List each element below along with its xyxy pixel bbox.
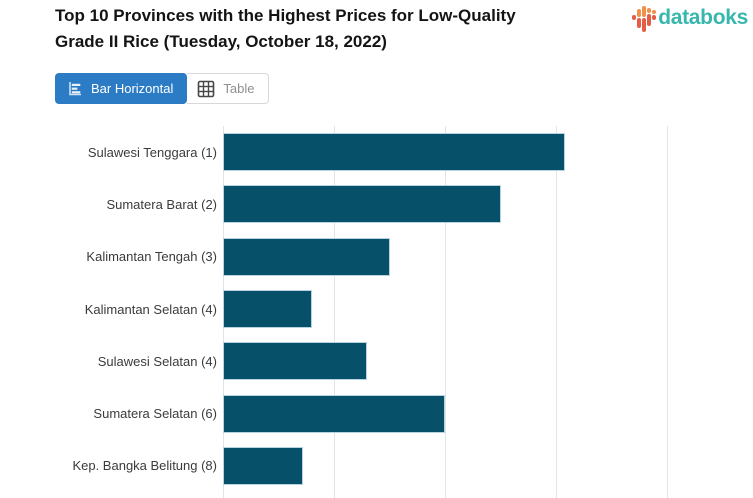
- bar-row: Kep. Bangka Belitung (8): [0, 440, 753, 492]
- table-label: Table: [223, 81, 255, 96]
- bar-row: Kalimantan Selatan (4): [0, 283, 753, 335]
- bar-row: Kalimantan Tengah (3): [0, 231, 753, 283]
- databoks-logo-text: databoks: [658, 6, 748, 29]
- bar[interactable]: [223, 446, 303, 485]
- bar[interactable]: [223, 237, 390, 276]
- category-label: Sumatera Selatan (6): [93, 406, 217, 422]
- x-gridline: [445, 126, 446, 498]
- category-label: Kalimantan Selatan (4): [84, 301, 217, 317]
- bar-horizontal-label: Bar Horizontal: [91, 81, 174, 96]
- page-title-line-2: Grade II Rice (Tuesday, October 18, 2022…: [55, 32, 387, 51]
- bar[interactable]: [223, 394, 445, 433]
- category-label: Kep. Bangka Belitung (8): [72, 458, 217, 474]
- bar[interactable]: [223, 289, 312, 328]
- x-gridline: [556, 126, 557, 498]
- databoks-logo-icon: [632, 6, 656, 34]
- bar-horizontal-button[interactable]: Bar Horizontal: [55, 73, 188, 104]
- category-label: Sumatera Barat (2): [106, 196, 217, 212]
- chart-header: Top 10 Provinces with the Highest Prices…: [0, 0, 753, 70]
- bar[interactable]: [223, 185, 501, 224]
- category-label: Sulawesi Tenggara (1): [87, 144, 217, 160]
- category-label: Kalimantan Tengah (3): [86, 249, 217, 265]
- table-button[interactable]: Table: [187, 73, 270, 104]
- bar-row: Sumatera Barat (2): [0, 178, 753, 230]
- bar-row: Sulawesi Selatan (4): [0, 335, 753, 387]
- page-title: Top 10 Provinces with the Highest Prices…: [55, 3, 600, 55]
- bar-row: Sulawesi Tenggara (1): [0, 126, 753, 178]
- databoks-logo[interactable]: databoks: [632, 5, 748, 34]
- table-icon: [197, 80, 215, 98]
- bar-row: Sumatera Selatan (6): [0, 388, 753, 440]
- x-gridline: [667, 126, 668, 498]
- bar[interactable]: [223, 133, 565, 171]
- chart-area: Sulawesi Tenggara (1) Sumatera Barat (2) K…: [0, 126, 753, 498]
- bar[interactable]: [223, 342, 368, 381]
- page-title-line-1: Top 10 Provinces with the Highest Prices…: [55, 6, 516, 25]
- chart-view-toggle: Bar Horizontal Table: [55, 73, 270, 104]
- category-label: Sulawesi Selatan (4): [97, 353, 217, 369]
- x-gridline: [334, 126, 335, 498]
- bar-horizontal-icon: [67, 81, 83, 97]
